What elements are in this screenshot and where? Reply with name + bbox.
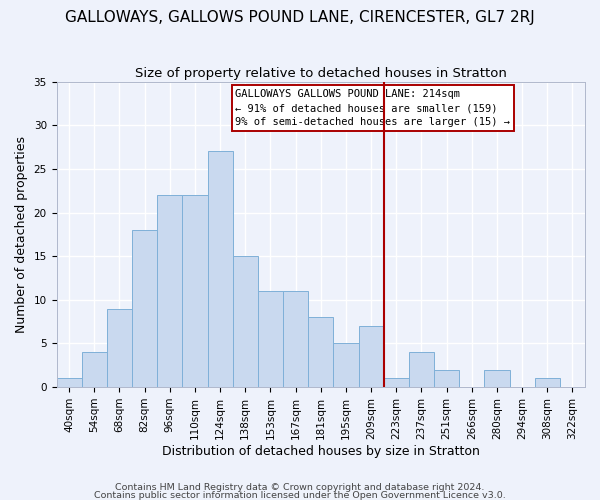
Bar xyxy=(208,152,233,387)
Bar xyxy=(535,378,560,387)
Bar xyxy=(359,326,383,387)
Bar xyxy=(484,370,509,387)
Bar xyxy=(258,291,283,387)
Bar xyxy=(132,230,157,387)
Bar xyxy=(283,291,308,387)
Bar xyxy=(82,352,107,387)
Bar xyxy=(334,344,359,387)
Bar xyxy=(308,318,334,387)
Bar xyxy=(233,256,258,387)
Y-axis label: Number of detached properties: Number of detached properties xyxy=(15,136,28,333)
Bar xyxy=(107,308,132,387)
Text: GALLOWAYS GALLOWS POUND LANE: 214sqm
← 91% of detached houses are smaller (159)
: GALLOWAYS GALLOWS POUND LANE: 214sqm ← 9… xyxy=(235,88,510,128)
Title: Size of property relative to detached houses in Stratton: Size of property relative to detached ho… xyxy=(135,68,507,80)
Bar xyxy=(383,378,409,387)
X-axis label: Distribution of detached houses by size in Stratton: Distribution of detached houses by size … xyxy=(162,444,480,458)
Bar xyxy=(157,195,182,387)
Text: Contains HM Land Registry data © Crown copyright and database right 2024.: Contains HM Land Registry data © Crown c… xyxy=(115,484,485,492)
Bar xyxy=(182,195,208,387)
Text: GALLOWAYS, GALLOWS POUND LANE, CIRENCESTER, GL7 2RJ: GALLOWAYS, GALLOWS POUND LANE, CIRENCEST… xyxy=(65,10,535,25)
Bar xyxy=(434,370,459,387)
Bar xyxy=(56,378,82,387)
Bar xyxy=(409,352,434,387)
Text: Contains public sector information licensed under the Open Government Licence v3: Contains public sector information licen… xyxy=(94,491,506,500)
